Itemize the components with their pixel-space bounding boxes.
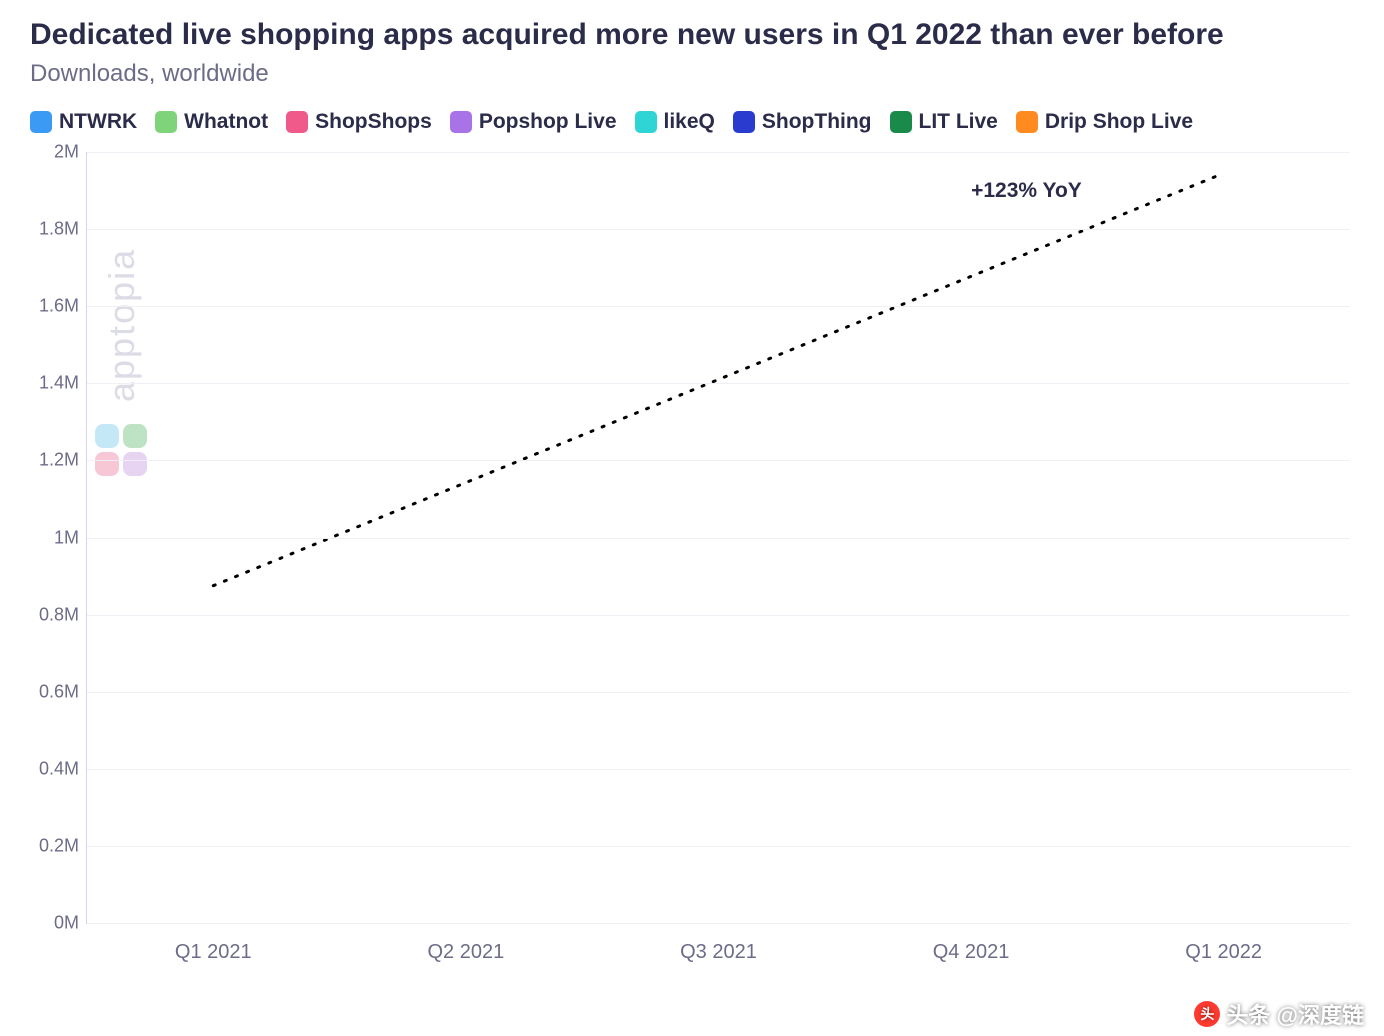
- legend-label: Whatnot: [184, 110, 268, 134]
- yoy-annotation: +123% YoY: [971, 179, 1082, 203]
- gridline: [87, 383, 1350, 384]
- legend-label: likeQ: [664, 110, 715, 134]
- legend-label: Drip Shop Live: [1045, 110, 1193, 134]
- y-axis-label: 1.6M: [31, 296, 79, 317]
- legend-item-popshop: Popshop Live: [450, 110, 617, 134]
- gridline: [87, 152, 1350, 153]
- footer-watermark-icon: 头: [1194, 1001, 1220, 1027]
- gridline: [87, 769, 1350, 770]
- x-axis-label: Q1 2022: [1185, 941, 1262, 964]
- chart-area: apptopia Q1 2021Q2 2021Q3 2021Q4 2021Q1 …: [86, 152, 1350, 982]
- chart-title: Dedicated live shopping apps acquired mo…: [30, 18, 1354, 52]
- y-axis-label: 1M: [31, 527, 79, 548]
- gridline: [87, 923, 1350, 924]
- legend-swatch: [890, 111, 912, 133]
- legend-label: Popshop Live: [479, 110, 617, 134]
- legend-swatch: [635, 111, 657, 133]
- x-axis-label: Q2 2021: [428, 941, 505, 964]
- footer-watermark-text: 头条 @深度链: [1226, 998, 1364, 1030]
- gridline: [87, 615, 1350, 616]
- plot-area: apptopia Q1 2021Q2 2021Q3 2021Q4 2021Q1 …: [86, 152, 1350, 924]
- legend-swatch: [1016, 111, 1038, 133]
- legend-label: LIT Live: [919, 110, 998, 134]
- legend-item-litlive: LIT Live: [890, 110, 998, 134]
- legend-item-dripshop: Drip Shop Live: [1016, 110, 1193, 134]
- y-axis-label: 0.4M: [31, 758, 79, 779]
- footer-watermark: 头 头条 @深度链: [1194, 998, 1364, 1030]
- legend: NTWRK Whatnot ShopShops Popshop Live likeQ Sh…: [30, 110, 1354, 134]
- legend-item-likeq: likeQ: [635, 110, 715, 134]
- y-axis-label: 1.8M: [31, 219, 79, 240]
- legend-swatch: [155, 111, 177, 133]
- gridline: [87, 846, 1350, 847]
- chart-subtitle: Downloads, worldwide: [30, 60, 1354, 88]
- x-axis-label: Q3 2021: [680, 941, 757, 964]
- legend-label: ShopThing: [762, 110, 872, 134]
- legend-swatch: [733, 111, 755, 133]
- y-axis-label: 2M: [31, 142, 79, 163]
- y-axis-label: 1.4M: [31, 373, 79, 394]
- legend-item-ntwrk: NTWRK: [30, 110, 137, 134]
- legend-swatch: [30, 111, 52, 133]
- legend-item-whatnot: Whatnot: [155, 110, 268, 134]
- gridline: [87, 538, 1350, 539]
- gridline: [87, 229, 1350, 230]
- y-axis-label: 0.8M: [31, 604, 79, 625]
- y-axis-label: 0M: [31, 913, 79, 934]
- x-axis-label: Q4 2021: [933, 941, 1010, 964]
- y-axis-label: 0.6M: [31, 681, 79, 702]
- legend-item-shopthing: ShopThing: [733, 110, 872, 134]
- y-axis-label: 1.2M: [31, 450, 79, 471]
- legend-swatch: [450, 111, 472, 133]
- legend-swatch: [286, 111, 308, 133]
- legend-label: NTWRK: [59, 110, 137, 134]
- gridline: [87, 306, 1350, 307]
- legend-label: ShopShops: [315, 110, 432, 134]
- y-axis-label: 0.2M: [31, 835, 79, 856]
- legend-item-shopshops: ShopShops: [286, 110, 432, 134]
- gridline: [87, 692, 1350, 693]
- gridline: [87, 460, 1350, 461]
- x-axis-label: Q1 2021: [175, 941, 252, 964]
